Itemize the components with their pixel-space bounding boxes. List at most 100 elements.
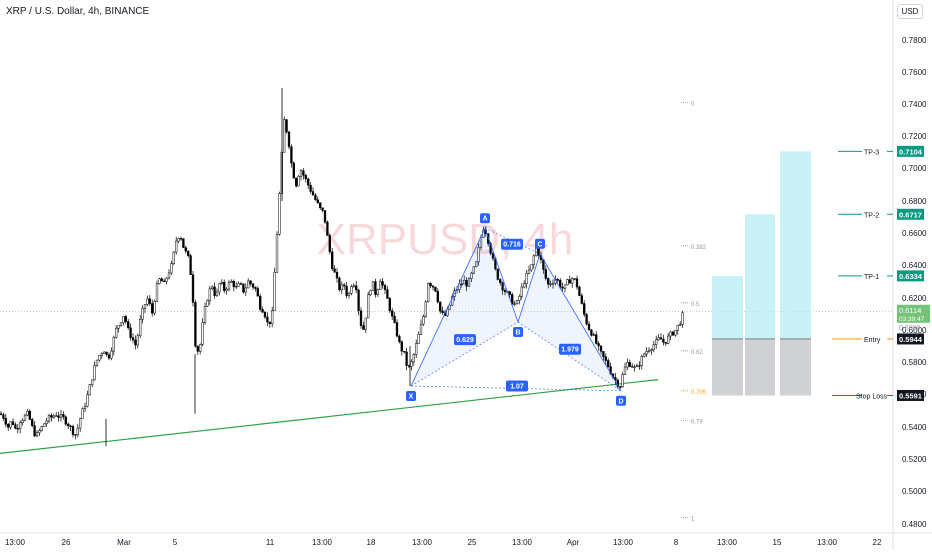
candle-body [458,283,461,290]
candle-body [477,246,480,263]
countdown-text: 03:39:47 [899,316,925,323]
candle-body [28,410,31,420]
candle-body [227,282,231,290]
candle-body [247,280,250,289]
price-axis-badge-text: 0.7104 [899,147,923,156]
x-tick-label: 11 [266,538,275,547]
candle-body [172,251,175,264]
candle-body [302,170,305,176]
candle-body [304,175,307,180]
candle-body [239,283,243,285]
candle-body [182,238,185,248]
currency-button[interactable]: USD [897,4,923,19]
candle-body [225,288,228,291]
pattern-point-badge[interactable] [406,391,416,401]
price-axis-badge [897,270,924,282]
candle-body [251,283,255,288]
candle-body [501,282,504,291]
pattern-point-badge[interactable] [535,238,545,249]
fib-level-label: 1 [691,516,695,522]
candle-body [307,178,310,186]
candle-body [141,308,144,320]
pattern-point-badge[interactable] [616,395,626,406]
ratio-label: 1.979 [561,347,579,354]
candle-body [448,304,451,310]
pattern-fill-bcd [518,253,621,391]
candle-body [592,334,595,336]
candle-body [220,281,223,284]
pattern-point-badge[interactable] [513,327,523,337]
candle-body [681,312,684,325]
candle-body [79,418,82,429]
candle-body [67,423,70,427]
candle-body [259,295,262,310]
candle-body [511,294,514,305]
candle-body [335,272,339,279]
candle-body [347,293,351,296]
fib-level-label: 0.79 [691,419,703,425]
watermark: XRPUSD, 4h [317,215,574,264]
stop-zone-box[interactable] [712,338,743,396]
candle-body [23,414,27,421]
candle-body [585,314,588,325]
candle-body [244,287,247,293]
candle-body [194,302,197,347]
candle-body [429,283,432,287]
candle-body [146,298,149,305]
y-tick-label: 0.6200 [902,294,927,303]
target-zone-box[interactable] [780,151,811,339]
candle-body [103,351,106,354]
candle-body [566,279,569,286]
candle-body [160,278,163,282]
candle-body [345,285,348,296]
candle-body [568,279,571,284]
pattern-ratio-line [410,321,519,387]
candle-body [573,278,576,280]
candle-body [26,410,29,416]
candle-body [93,365,96,381]
candle-body [323,210,327,223]
candle-body [465,280,468,287]
candle-body [191,274,195,303]
candle-body [412,354,415,363]
candle-body [199,344,202,352]
candle-body [391,310,394,317]
pattern-ratio-line [517,321,622,392]
candle-body [532,255,535,265]
pattern-fill-xab [411,228,518,386]
candle-body [379,281,382,291]
pattern-point-label: B [515,330,520,337]
candle-body [83,405,87,409]
price-axis-badge [897,389,924,401]
marker-name: Entry [864,337,881,344]
candle-body [664,342,667,344]
pattern-point-badge[interactable] [480,213,490,224]
stop-zone-box[interactable] [745,338,775,396]
x-tick-label: 13:00 [5,538,26,547]
candle-body [395,322,399,337]
candle-body [208,288,211,301]
candle-body [434,286,437,292]
y-tick-label: 0.4800 [902,520,927,529]
candle-body [290,146,293,164]
candle-body [196,345,199,352]
candle-body [544,269,547,279]
y-tick-label: 0.6000 [902,326,927,335]
candle-body [153,301,156,314]
ascending-trendline[interactable] [0,379,659,454]
candle-body [14,424,17,429]
candle-body [340,284,343,291]
stop-zone-box[interactable] [780,338,811,396]
y-tick-label: 0.5800 [902,358,927,367]
candle-body [381,281,384,286]
candle-body [667,335,670,344]
candle-body [652,344,655,350]
candle-body [333,268,336,273]
candle-body [131,337,135,341]
target-zone-box[interactable] [712,275,743,339]
target-zone-box[interactable] [745,214,775,339]
candle-body [0,413,3,415]
pattern-point-label: C [537,241,542,248]
